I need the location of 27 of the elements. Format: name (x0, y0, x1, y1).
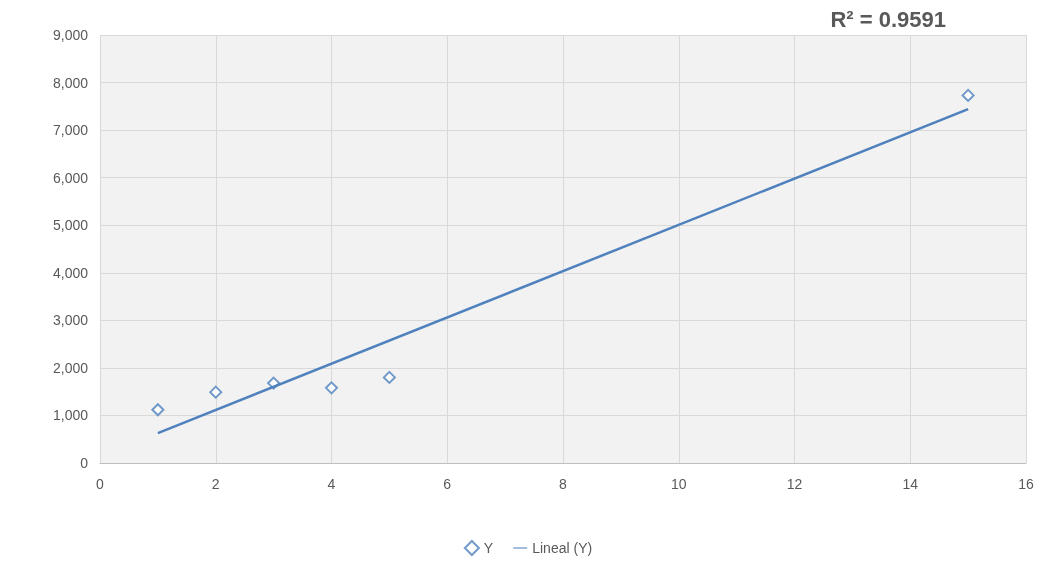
legend-label: Lineal (Y) (532, 540, 593, 556)
x-tick-label: 16 (1018, 476, 1034, 492)
x-tick-label: 6 (443, 476, 452, 492)
point (325, 381, 338, 395)
y-tick-label: 5,000 (52, 217, 89, 234)
point (382, 370, 396, 384)
point (151, 403, 165, 417)
y-tick-label: 8,000 (52, 74, 89, 91)
point (961, 88, 975, 102)
text: R² = 0.9591 (830, 6, 946, 32)
x-tick-label: 0 (96, 476, 105, 492)
x-tick-label: 12 (786, 476, 803, 492)
x-tick-label: 8 (559, 476, 568, 492)
y-tick-label: 0 (80, 455, 89, 471)
legend-label: Y (483, 540, 494, 556)
x-tick-label: 14 (902, 476, 919, 492)
x-tick-label: 10 (670, 476, 687, 492)
y-tick-label: 4,000 (52, 264, 89, 281)
y-tick-label: 9,000 (52, 27, 89, 43)
x-tick-label: 2 (211, 476, 220, 492)
y-tick-label: 1,000 (52, 407, 89, 424)
y-tick-label: 6,000 (52, 169, 89, 186)
y-tick-label: 2,000 (52, 359, 89, 376)
y-tick-label: 7,000 (52, 122, 89, 139)
y-tick-label: 3,000 (52, 312, 89, 329)
point (209, 385, 223, 399)
x-tick-label: 4 (327, 476, 336, 492)
